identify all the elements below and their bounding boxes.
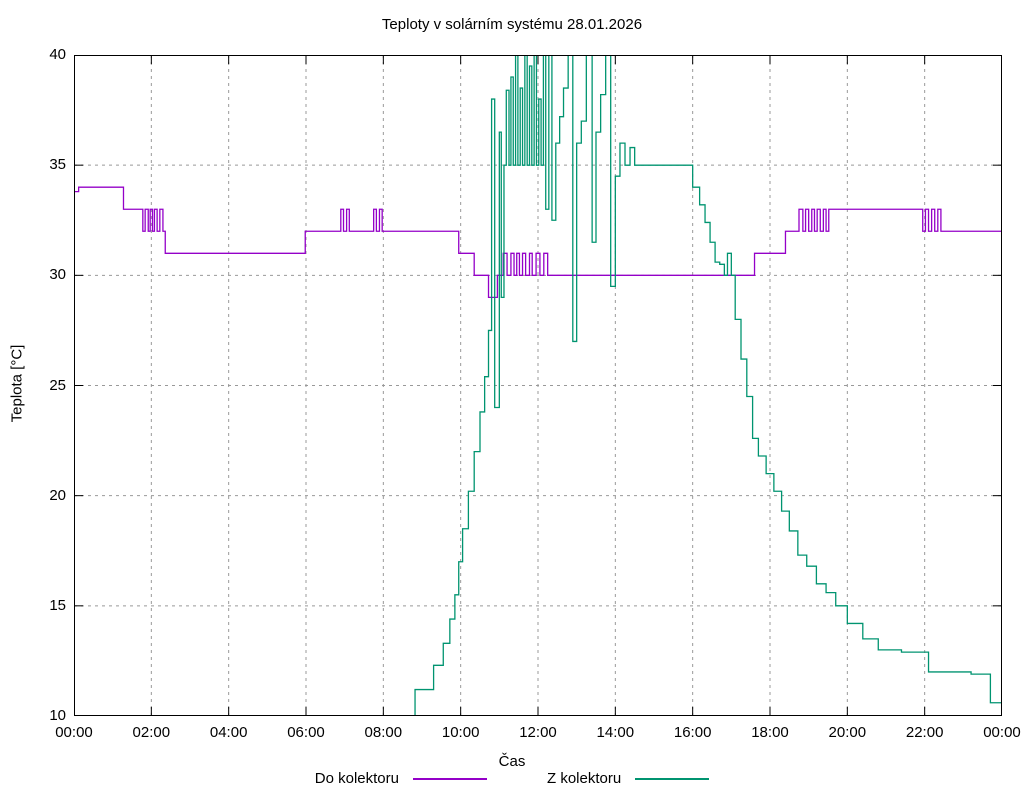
x-axis-tick-label: 00:00 (55, 724, 93, 741)
x-axis-tick-label: 10:00 (441, 724, 480, 741)
y-axis-tick-label: 25 (49, 376, 66, 394)
y-axis-tick-label: 15 (49, 596, 66, 614)
y-axis-tick-label: 35 (49, 156, 66, 174)
x-axis-tick-label: 04:00 (209, 724, 248, 741)
series-line-do-kolektoru (74, 186, 1002, 299)
x-axis-tick-label: 08:00 (364, 724, 403, 741)
x-axis-tick-label: 06:00 (287, 724, 325, 741)
legend-entry-z-kolektoru[interactable]: Z kolektoru (547, 770, 710, 787)
legend-color-swatch (413, 777, 487, 780)
x-axis-tick-label: 02:00 (132, 724, 171, 741)
plot-frame-border (74, 55, 1002, 716)
x-axis-tick-label: 12:00 (519, 724, 557, 741)
series-line-z-kolektoru (414, 55, 1002, 716)
x-axis-title: Čas (498, 753, 526, 770)
x-axis-tick-label: 20:00 (828, 724, 867, 741)
y-axis-tick-label: 40 (49, 46, 66, 63)
data-series-layer (74, 55, 1002, 716)
legend-label: Z kolektoru (547, 770, 622, 787)
plot-canvas (74, 55, 1002, 716)
legend-entry-do-kolektoru[interactable]: Do kolektoru (315, 770, 487, 787)
y-axis-tick-label: 20 (49, 486, 66, 504)
x-axis-tick-label: 22:00 (905, 724, 944, 741)
chart-legend: Do kolektoru Z kolektoru (0, 770, 1024, 787)
x-axis-tick-label: 18:00 (751, 724, 789, 741)
y-axis-tick-label: 30 (49, 266, 66, 284)
gridlines (74, 55, 1002, 716)
x-axis-tick-label: 00:00 (983, 724, 1021, 741)
x-axis-tick-label: 16:00 (673, 724, 712, 741)
axis-tick-marks (74, 55, 1002, 716)
x-axis-tick-label: 14:00 (596, 724, 635, 741)
legend-color-swatch (635, 777, 710, 780)
y-axis-title: Teplota [°C] (8, 344, 26, 423)
chart-title: Teploty v solárním systému 28.01.2026 (381, 16, 643, 33)
legend-label: Do kolektoru (314, 770, 399, 787)
y-axis-tick-labels: 10 15 20 25 30 35 40 (0, 0, 66, 800)
y-axis-tick-label: 10 (49, 707, 66, 724)
